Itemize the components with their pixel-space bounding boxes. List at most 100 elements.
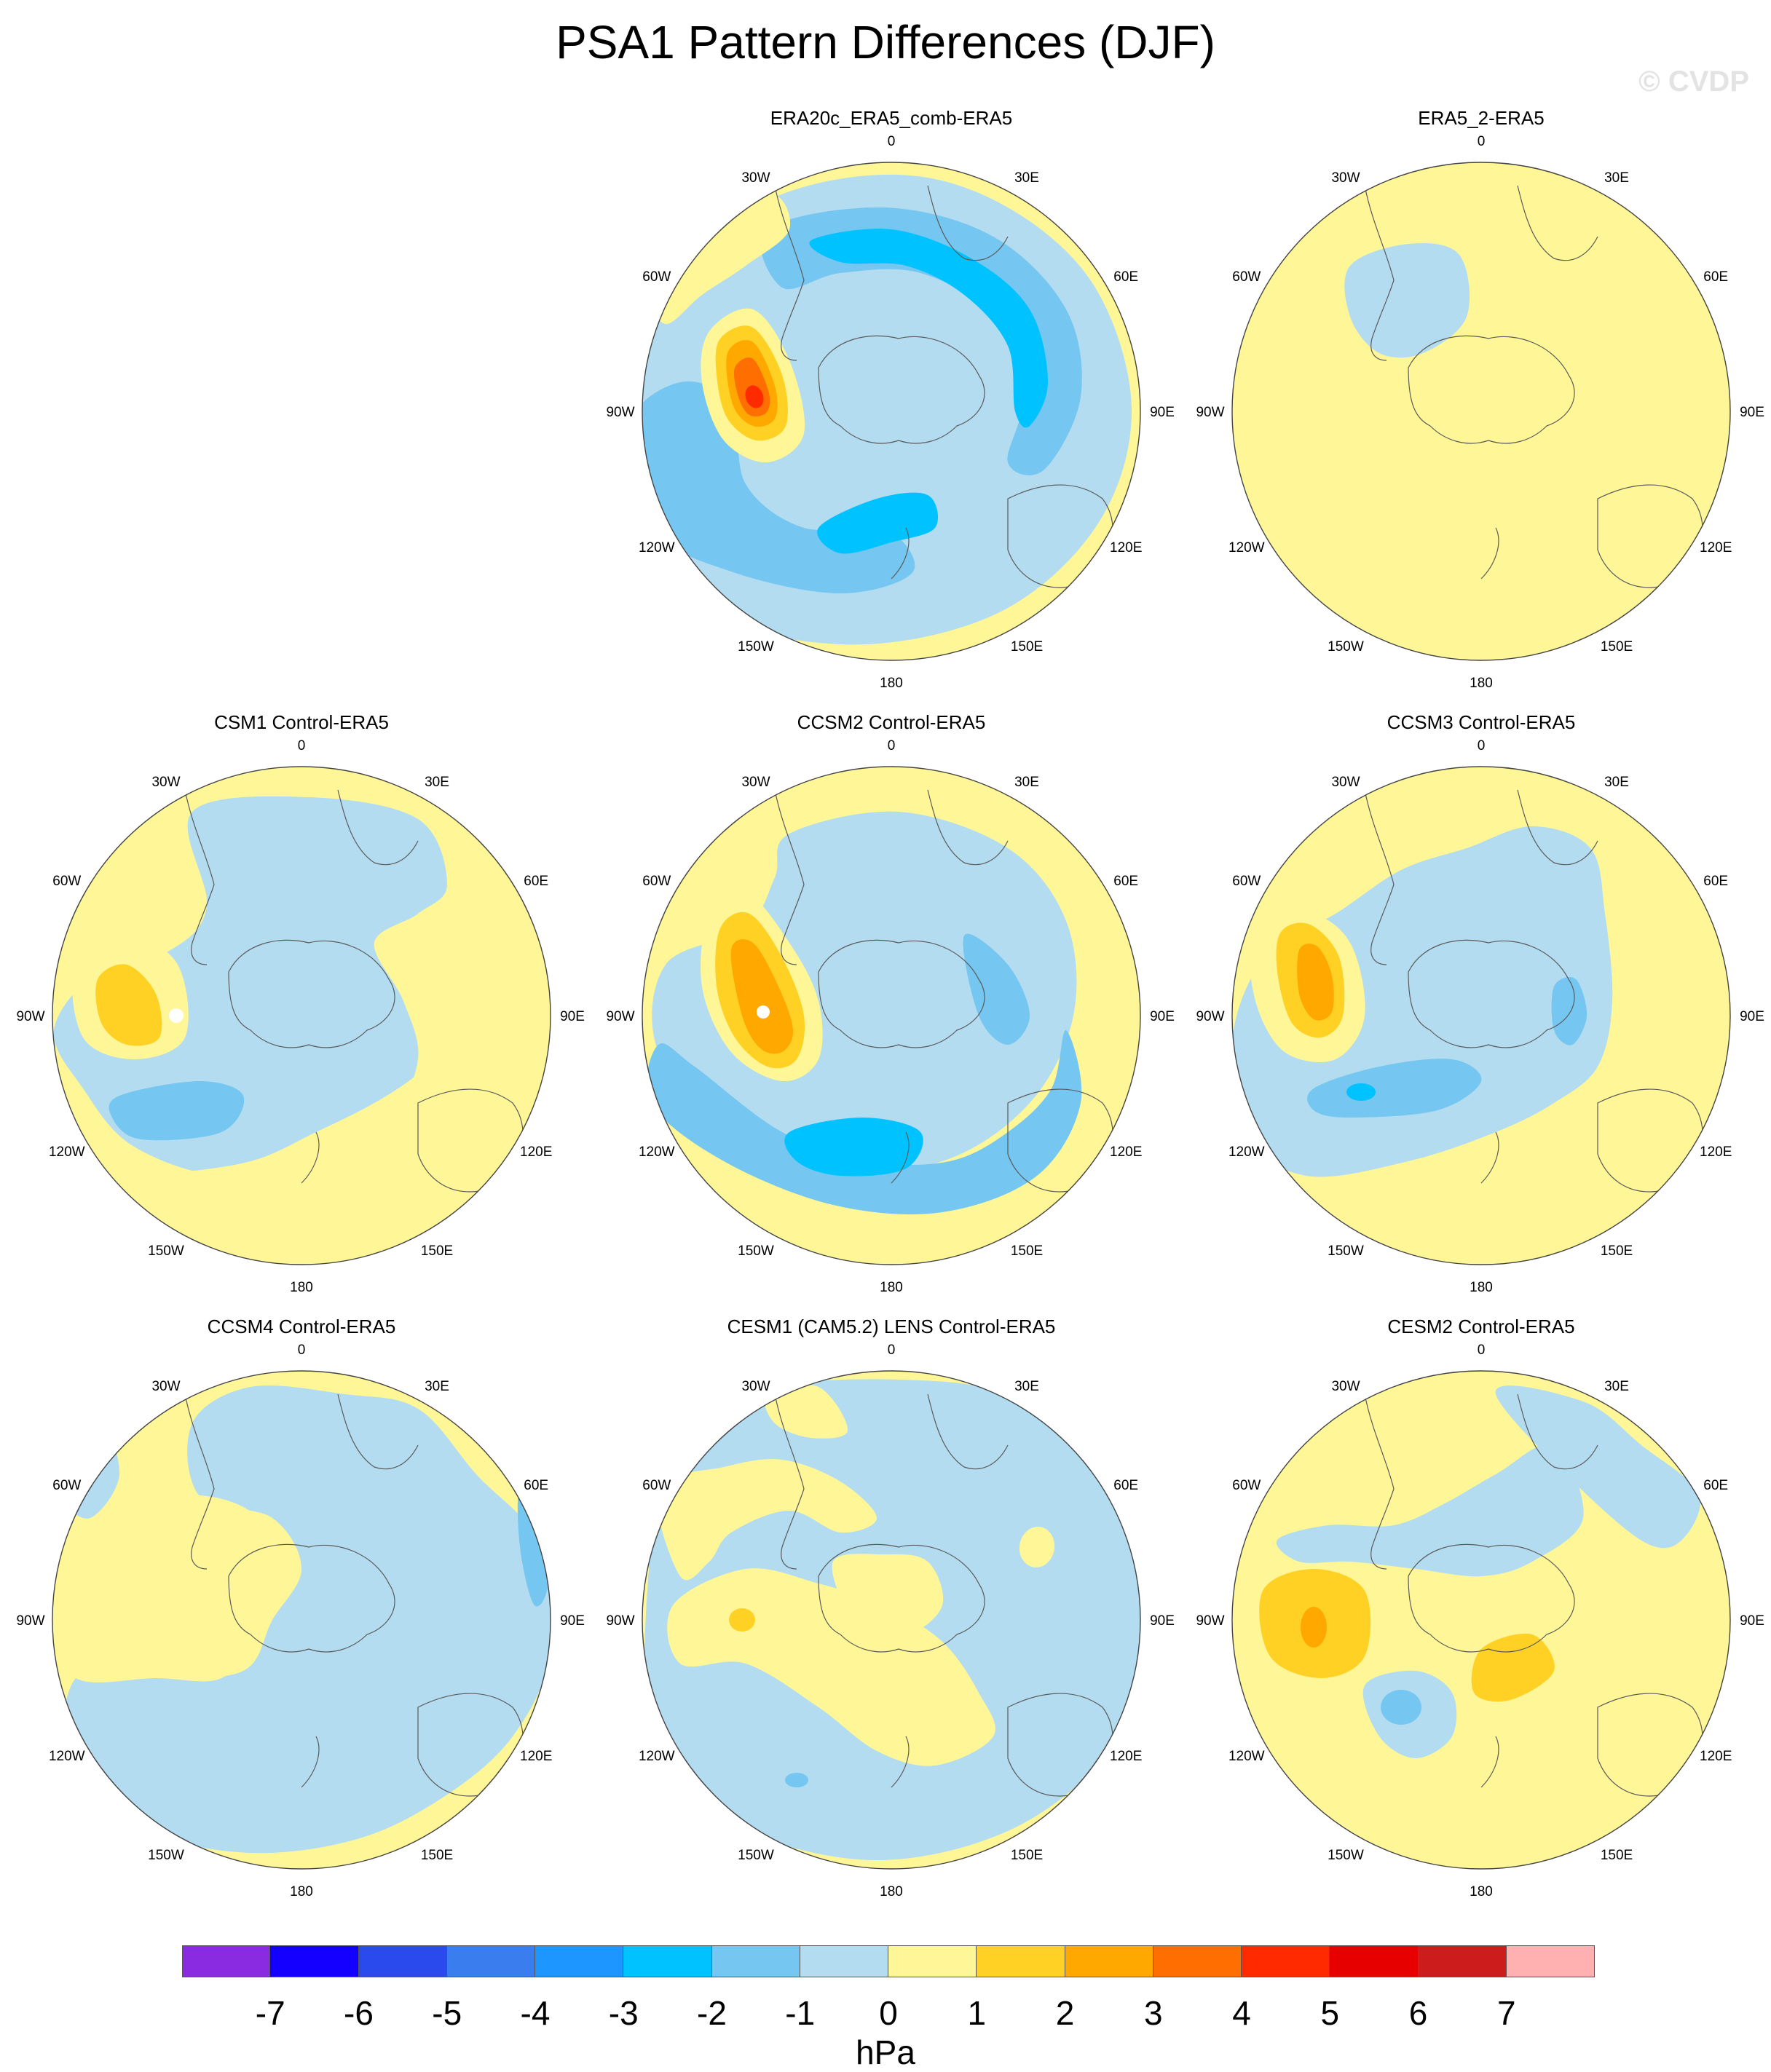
contour-region [745,385,764,408]
longitude-label: 150E [1011,1848,1043,1863]
colorbar-swatch [270,1945,359,1977]
contour-region [656,1459,877,1581]
longitude-label: 120E [1110,1749,1142,1764]
longitude-label: 150E [1011,1243,1043,1259]
longitude-label: 30W [741,1379,770,1394]
longitude-label: 180 [880,1280,903,1295]
contour-region [95,964,162,1046]
colorbar-tick-label: -2 [697,1994,727,2032]
colorbar-swatch [977,1945,1065,1977]
colorbar-swatch [1330,1945,1419,1977]
longitude-label: 120E [1700,1144,1732,1160]
longitude-label: 120E [520,1749,552,1764]
contour-region [729,1608,755,1632]
longitude-label: 30E [1604,775,1629,790]
africa-coastline [337,789,419,866]
longitude-label: 60W [642,1478,671,1493]
longitude-label: 150W [1328,639,1364,655]
longitude-label: 0 [1478,1343,1486,1358]
longitude-label: 0 [888,738,896,754]
new-zealand-coastline [1480,527,1499,580]
longitude-label: 120W [1228,1749,1265,1764]
pole-hole [169,1008,184,1023]
south-america-coastline [184,789,215,965]
longitude-label: 90E [1150,1009,1175,1024]
contour-region [1301,1607,1327,1648]
colorbar-tick-label: 2 [1055,1994,1075,2032]
contour-region [1019,1527,1055,1567]
figure-title: PSA1 Pattern Differences (DJF) [556,16,1215,68]
longitude-label: 90E [1740,1613,1764,1629]
longitude-label: 60W [52,874,81,889]
longitude-label: 30E [1014,775,1039,790]
colorbar-tick-label: 5 [1320,1994,1340,2032]
contour-region [1381,1690,1421,1725]
longitude-label: 30E [425,1379,449,1394]
contour-region [1298,1029,1715,1264]
contour-region [730,939,794,1054]
contour-region [1307,1059,1482,1118]
longitude-label: 60W [1232,269,1261,285]
colorbar-tick-label: 1 [967,1994,987,2032]
map-boundary [1231,162,1731,661]
contour-region [785,1773,808,1787]
longitude-label: 120W [639,1749,675,1764]
longitude-label: 120W [49,1144,85,1160]
map-panel-ccsm3: CCSM3 Control-ERA5 0 30E 60E 90E 120E 150E 180… [1183,710,1771,1307]
map-panel-cesm1: CESM1 (CAM5.2) LENS Control-ERA5 0 30E 60E… [593,1314,1190,1911]
contour-region [832,1554,944,1635]
longitude-label: 0 [888,134,896,149]
longitude-label: 180 [1470,1280,1493,1295]
longitude-label: 150E [1011,639,1043,655]
contour-layer [1232,162,1730,660]
colorbar-swatch [711,1945,800,1977]
south-america-coastline [1364,789,1395,965]
colorbar-swatch [623,1945,712,1977]
colorbar-tick-label: -5 [432,1994,462,2032]
new-zealand-coastline [891,527,910,580]
colorbar-swatch [1153,1945,1242,1977]
map-panel-era5-2: ERA5_2-ERA5 0 30E 60E 90E 120E 150E 180 150W 120… [1183,106,1771,703]
longitude-label: 90W [606,1009,634,1024]
contour-region [1471,1633,1555,1702]
colorbar-swatch [1418,1945,1507,1977]
longitude-label: 150E [421,1243,453,1259]
contour-region [809,229,1048,428]
antarctica-coastline [818,335,985,444]
contour-layer [642,162,1140,660]
antarctica-coastline [818,1543,985,1653]
map-boundary [642,1370,1141,1870]
contour-layer [642,767,1140,1265]
longitude-label: 180 [880,676,903,691]
colorbar-swatch [535,1945,624,1977]
longitude-label: 60E [1113,874,1138,889]
colorbar-tick-label: 4 [1232,1994,1251,2032]
contour-region [109,1081,245,1141]
longitude-label: 60W [642,874,671,889]
map-panel-cesm2: CESM2 Control-ERA5 0 30E 60E 90E 120E 150E 180… [1183,1314,1771,1911]
longitude-label: 150E [1601,1848,1633,1863]
longitude-label: 90E [560,1009,585,1024]
longitude-label: 150E [421,1848,453,1863]
longitude-label: 30W [741,775,770,790]
south-america-coastline [1364,1393,1395,1570]
longitude-label: 30E [425,775,449,790]
new-zealand-coastline [301,1131,320,1184]
africa-coastline [337,1393,419,1470]
longitude-label: 30E [1014,1379,1039,1394]
longitude-label: 90E [1740,1009,1764,1024]
antarctica-coastline [818,939,985,1048]
contour-layer [1232,767,1730,1265]
colorbar-swatch [1242,1945,1330,1977]
south-america-coastline [774,1393,805,1570]
contour-region [646,1029,1082,1215]
contour-region [53,1494,273,1682]
colorbar-tick-label: -6 [344,1994,374,2032]
polar-map: 0 30E 60E 90E 120E 150E 180 150W 120W 90W 60W 30W [606,134,1174,691]
longitude-label: 30W [1331,775,1360,790]
longitude-label: 150W [738,639,774,655]
new-zealand-coastline [301,1736,320,1788]
panel-title: CCSM4 Control-ERA5 [207,1316,396,1337]
map-boundary [1231,766,1731,1265]
longitude-label: 120E [1110,1144,1142,1160]
